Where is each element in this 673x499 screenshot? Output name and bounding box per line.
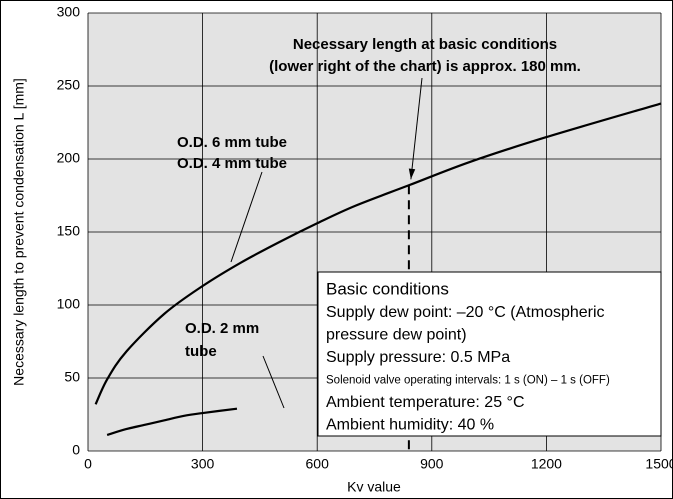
box-line: Solenoid valve operating intervals: 1 s … bbox=[326, 375, 610, 387]
y-tick-label: 50 bbox=[64, 369, 80, 385]
conditions-box bbox=[317, 271, 662, 437]
annotation: tube bbox=[185, 343, 217, 360]
box-line: Ambient humidity: 40 % bbox=[326, 417, 494, 434]
annotation: (lower right of the chart) is approx. 18… bbox=[269, 58, 581, 75]
box-line: Ambient temperature: 25 °C bbox=[326, 394, 525, 411]
arrow-head bbox=[408, 168, 416, 180]
x-axis-label: Kv value bbox=[347, 479, 401, 495]
x-tick-label: 900 bbox=[420, 456, 444, 472]
x-tick-label: 0 bbox=[84, 456, 92, 472]
x-tick-label: 1200 bbox=[531, 456, 562, 472]
y-tick-label: 0 bbox=[72, 442, 80, 458]
arrow-line bbox=[410, 77, 423, 180]
leader-line bbox=[230, 171, 263, 263]
y-tick-label: 150 bbox=[57, 223, 81, 239]
x-tick-label: 600 bbox=[306, 456, 330, 472]
box-line: pressure dew point) bbox=[326, 327, 467, 344]
series-line bbox=[94, 102, 662, 405]
annotation: O.D. 6 mm tube bbox=[177, 134, 287, 151]
series-line bbox=[106, 407, 238, 436]
annotation: O.D. 2 mm bbox=[185, 320, 259, 337]
x-tick-label: 1500 bbox=[645, 456, 673, 472]
box-line: Supply pressure: 0.5 MPa bbox=[326, 349, 510, 366]
y-tick-label: 200 bbox=[57, 150, 81, 166]
annotation: O.D. 4 mm tube bbox=[177, 155, 287, 172]
x-tick-label: 300 bbox=[191, 456, 215, 472]
leader-line bbox=[262, 355, 285, 409]
y-axis-label: Necessary length to prevent condensation… bbox=[11, 78, 27, 386]
box-title: Basic conditions bbox=[326, 279, 449, 298]
annotation: Necessary length at basic conditions bbox=[293, 36, 557, 53]
y-tick-label: 300 bbox=[57, 4, 81, 20]
y-tick-label: 100 bbox=[57, 296, 81, 312]
y-tick-label: 250 bbox=[57, 77, 81, 93]
box-line: Supply dew point: –20 °C (Atmospheric bbox=[326, 304, 605, 321]
